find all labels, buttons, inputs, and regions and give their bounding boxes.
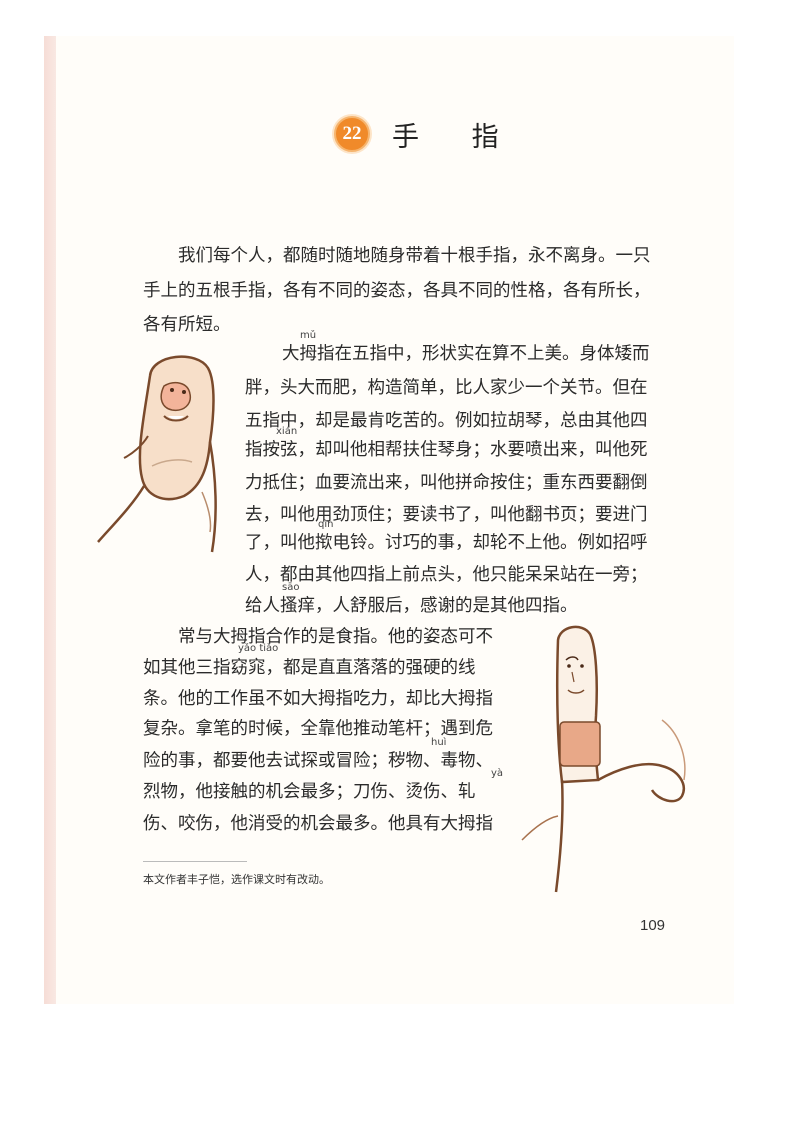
text-line: 复杂。拿笔的时候，全靠他推动笔杆；遇到危 <box>143 719 493 739</box>
footnote-divider <box>143 861 247 862</box>
text-line: 常与大拇指合作的是食指。他的姿态可不 <box>178 627 493 647</box>
index-finger-character-illustration <box>521 625 686 893</box>
text-line: 胖，头大而肥，构造简单，比人家少一个关节。但在 <box>245 378 648 398</box>
lesson-number-badge: 22 <box>334 116 370 152</box>
pinyin-annotation: xián <box>276 426 298 437</box>
text-line: 如其他三指窈窕，都是直直落落的强硬的线 <box>143 658 476 678</box>
text-line: 力抵住；血要流出来，叫他拼命按住；重东西要翻倒 <box>245 473 648 493</box>
page-edge-strip <box>44 36 56 1004</box>
text-line: 各有所短。 <box>143 315 231 335</box>
text-line: 了，叫他揿电铃。讨巧的事，却轮不上他。例如招呼 <box>245 533 648 553</box>
pinyin-annotation: mǔ <box>300 330 317 341</box>
page-number: 109 <box>640 917 666 934</box>
text-line: 我们每个人，都随时随地随身带着十根手指，永不离身。一只 <box>178 246 651 266</box>
footnote: 本文作者丰子恺，选作课文时有改动。 <box>143 873 330 886</box>
pinyin-annotation: sāo <box>282 582 300 593</box>
lesson-title: 手 指 <box>392 121 521 153</box>
text-line: 烈物，他接触的机会最多；刀伤、烫伤、轧 <box>143 782 476 802</box>
pinyin-annotation: huì <box>431 737 447 748</box>
text-line: 五指中，却是最肯吃苦的。例如拉胡琴，总由其他四 <box>245 411 648 431</box>
text-line: 条。他的工作虽不如大拇指吃力，却比大拇指 <box>143 689 493 709</box>
text-line: 去，叫他用劲顶住；要读书了，叫他翻书页；要进门 <box>245 505 648 525</box>
text-line: 伤、咬伤，他消受的机会最多。他具有大拇指 <box>143 814 493 834</box>
text-line: 给人搔痒，人舒服后，感谢的是其他四指。 <box>245 596 578 616</box>
text-line: 险的事，都要他去试探或冒险；秽物、毒物、 <box>143 751 493 771</box>
textbook-page <box>44 36 734 1004</box>
text-line: 人，都由其他四指上前点头，他只能呆呆站在一旁； <box>245 565 648 585</box>
pinyin-annotation: yǎo tiǎo <box>238 643 279 654</box>
text-line: 手上的五根手指，各有不同的姿态，各具不同的性格，各有所长， <box>143 281 651 301</box>
thumb-character-illustration <box>97 355 217 553</box>
text-line: 大拇指在五指中，形状实在算不上美。身体矮而 <box>282 344 650 364</box>
text-line: 指按弦，却叫他相帮扶住琴身；水要喷出来，叫他死 <box>245 440 648 460</box>
pinyin-annotation: yà <box>491 768 504 779</box>
lesson-header: 22 手 指 <box>334 114 521 154</box>
pinyin-annotation: qìn <box>318 519 334 530</box>
